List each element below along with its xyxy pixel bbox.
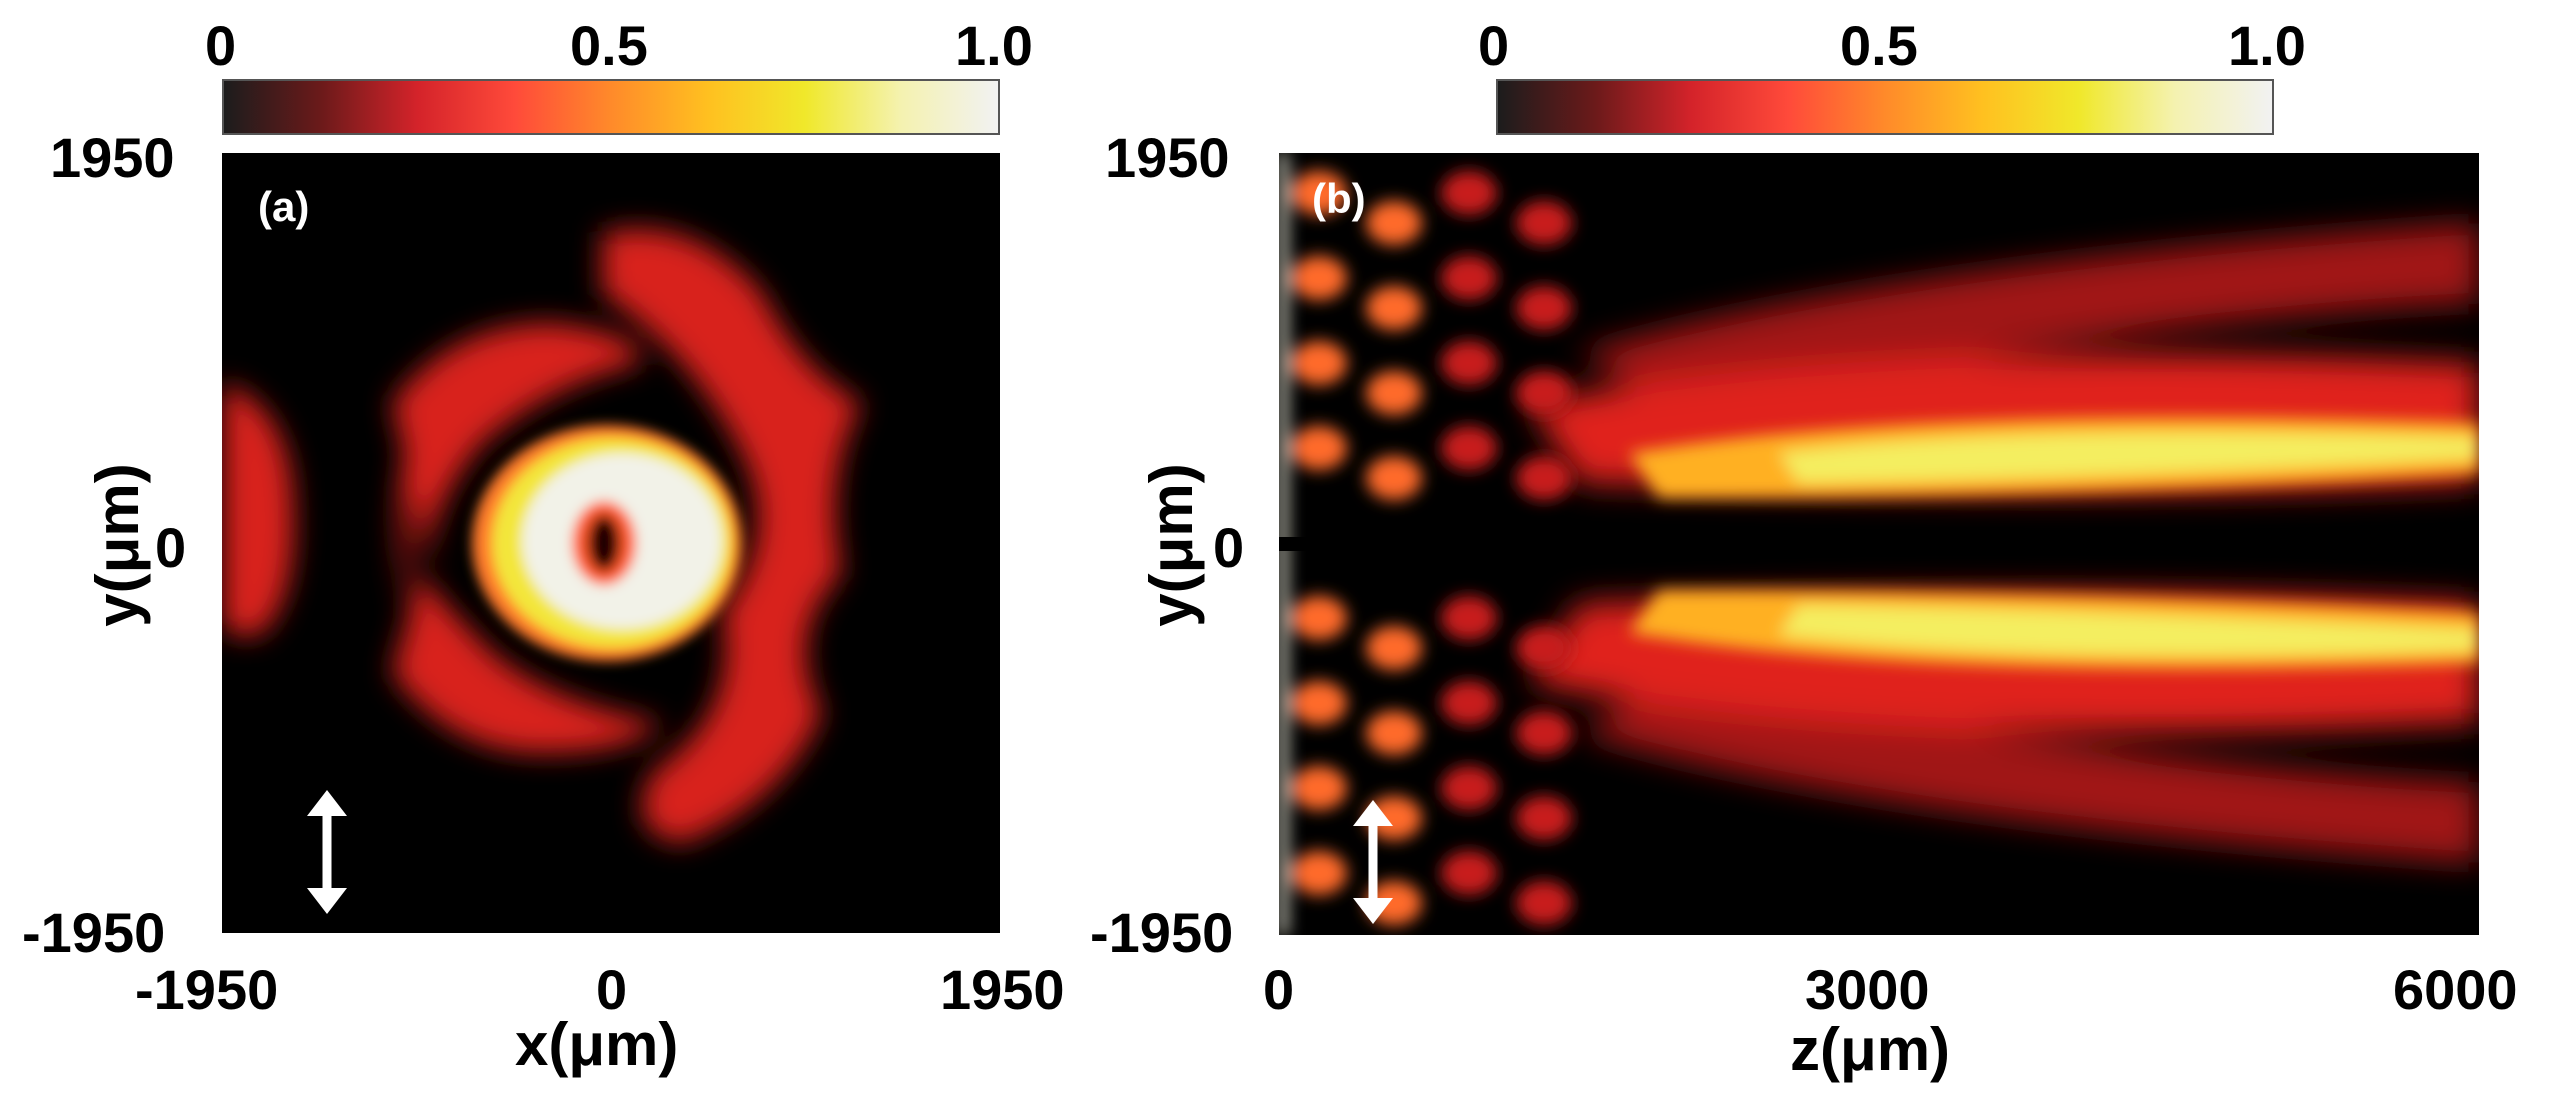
y-axis-label-b: y(μm)	[1138, 463, 1205, 627]
colorbar-a-tick-max: 1.0	[955, 14, 1033, 77]
colorbar-a	[222, 79, 1000, 135]
heatmap-b	[1279, 153, 2479, 935]
fringe-spot	[1441, 426, 1497, 470]
fringe-spot	[1516, 201, 1572, 245]
fringe-spot	[1441, 851, 1497, 895]
y-tick-a-bottom: -1950	[22, 901, 166, 964]
fringe-spot	[1441, 766, 1497, 810]
y-tick-b-top: 1950	[1105, 126, 1230, 189]
fringe-spot	[1291, 341, 1347, 385]
x-tick-a-left: -1950	[135, 958, 279, 1021]
fringe-spot	[1516, 286, 1572, 330]
band-outer-lower	[1579, 673, 2479, 863]
y-tick-b-bottom: -1950	[1090, 901, 1234, 964]
x-tick-b-left: 0	[1263, 958, 1295, 1021]
fringe-spot	[1366, 371, 1422, 415]
axial-null	[1279, 537, 2479, 551]
fringe-spot	[1291, 256, 1347, 300]
colorbar-b-tick-mid: 0.5	[1840, 14, 1918, 77]
band-lower-peak	[1779, 605, 2479, 655]
fringe-spot	[1441, 256, 1497, 300]
fringe-spot	[1291, 766, 1347, 810]
fringe-spot	[1291, 681, 1347, 725]
fringe-spot	[1516, 796, 1572, 840]
x-tick-b-mid: 3000	[1805, 958, 1930, 1021]
x-axis-label-b: z(μm)	[1790, 1016, 1951, 1083]
arc-outer-left	[397, 353, 442, 623]
fringe-spot	[1366, 286, 1422, 330]
fringe-spot	[1366, 456, 1422, 500]
x-tick-a-right: 1950	[940, 958, 1065, 1021]
arc-lower-left	[392, 573, 662, 753]
arc-upper-left	[392, 323, 642, 583]
fringe-spot	[1291, 426, 1347, 470]
fringe-spot	[1441, 171, 1497, 215]
heatmap-a	[222, 153, 1000, 933]
polarization-arrow-icon-b	[1348, 800, 1398, 929]
y-tick-a-mid: 0	[155, 516, 187, 579]
fringe-spot	[1291, 596, 1347, 640]
fringe-spot	[1516, 711, 1572, 755]
side-lobe-right	[602, 229, 862, 843]
colorbar-a-tick-0: 0	[205, 14, 237, 77]
y-tick-a-top: 1950	[50, 126, 175, 189]
polarization-arrow-icon-a	[302, 790, 352, 919]
x-tick-a-mid: 0	[596, 958, 628, 1021]
x-tick-b-right: 6000	[2393, 958, 2518, 1021]
fringe-spot	[1291, 851, 1347, 895]
fringe-spot	[1441, 341, 1497, 385]
y-axis-label-a: y(μm)	[84, 463, 151, 627]
fringe-spot	[1291, 171, 1347, 215]
fringe-spot	[1366, 201, 1422, 245]
fringe-spot	[1516, 881, 1572, 925]
colorbar-a-tick-mid: 0.5	[570, 14, 648, 77]
fringe-spot	[1516, 371, 1572, 415]
fringe-spot	[1366, 711, 1422, 755]
fringe-spot	[1516, 456, 1572, 500]
panel-label-b: (b)	[1312, 175, 1366, 222]
fringe-spot	[1441, 681, 1497, 725]
x-axis-label-a: x(μm)	[515, 1011, 679, 1078]
fringe-spot	[1366, 626, 1422, 670]
band-outer-upper	[1579, 223, 2479, 413]
colorbar-b	[1496, 79, 2274, 135]
fringe-spot	[1366, 796, 1422, 840]
colorbar-b-tick-max: 1.0	[2228, 14, 2306, 77]
colorbar-b-tick-0: 0	[1478, 14, 1510, 77]
y-tick-b-mid: 0	[1213, 516, 1245, 579]
central-null	[588, 515, 620, 571]
band-upper-peak	[1779, 433, 2479, 483]
fringe-spot	[1441, 596, 1497, 640]
side-lobe-left	[222, 383, 294, 637]
fringe-spot	[1516, 626, 1572, 670]
panel-label-a: (a)	[258, 183, 310, 230]
